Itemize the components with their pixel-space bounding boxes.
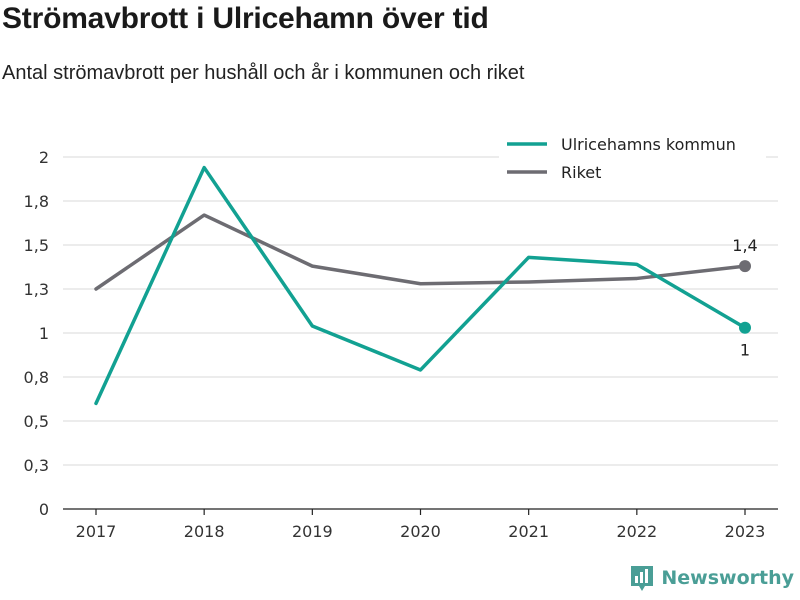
chart-subtitle: Antal strömavbrott per hushåll och år i …: [2, 62, 525, 84]
legend-box: [499, 128, 766, 186]
x-tick-label: 2019: [292, 522, 333, 541]
end-value-label: 1,4: [732, 236, 757, 255]
series-lines: [94, 165, 751, 406]
chart-title: Strömavbrott i Ulricehamn över tid: [2, 2, 489, 35]
x-tick-label: 2018: [184, 522, 225, 541]
y-tick-label: 1,8: [24, 192, 49, 211]
y-tick-label: 2: [39, 148, 49, 167]
axes: [63, 508, 778, 515]
y-tick-label: 0: [39, 500, 49, 519]
newsworthy-brand: Newsworthy: [629, 564, 794, 592]
end-value-label: 1: [740, 341, 750, 360]
series-end-point: [739, 260, 751, 273]
y-tick-label: 1,5: [24, 236, 49, 255]
series-line-riket: [94, 213, 747, 291]
brand-name: Newsworthy: [661, 567, 794, 589]
x-tick-label: 2022: [616, 522, 657, 541]
y-tick-label: 1,3: [24, 280, 49, 299]
x-tick-label: 2017: [76, 522, 117, 541]
legend: Ulricehamns kommun Riket: [499, 128, 766, 186]
tick-labels: 0 0,3 0,5 0,8 1 1,3 1,5 1,8 2 2017 2018 2019 2020 202…: [24, 148, 766, 541]
y-tick-label: 1: [39, 324, 49, 343]
bar-chart-logo-icon: [631, 566, 654, 591]
series-line-kommun: [94, 165, 747, 406]
grid-lines: [63, 156, 778, 466]
series-end-point: [739, 321, 751, 334]
x-tick-label: 2023: [725, 522, 766, 541]
x-tick-label: 2021: [508, 522, 549, 541]
y-tick-label: 0,8: [24, 368, 49, 387]
legend-label: Ulricehamns kommun: [561, 135, 736, 154]
x-tick-label: 2020: [400, 522, 441, 541]
legend-label: Riket: [561, 163, 601, 182]
y-tick-label: 0,5: [24, 412, 49, 431]
y-tick-label: 0,3: [24, 456, 49, 475]
